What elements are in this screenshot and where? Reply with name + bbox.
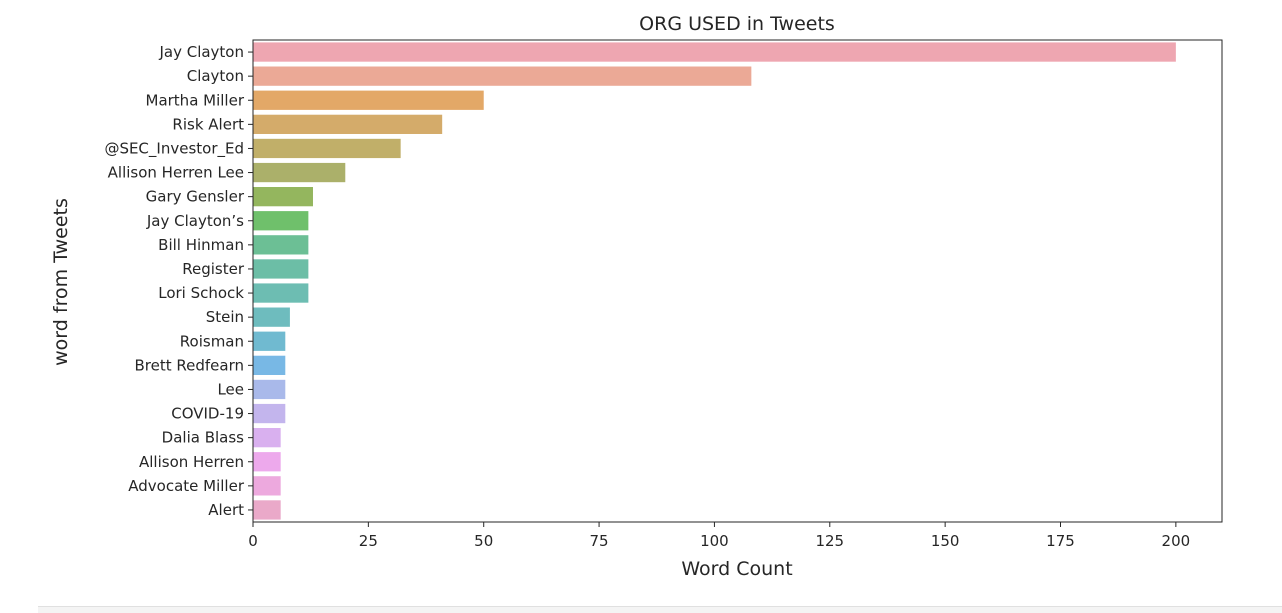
bar bbox=[253, 211, 309, 231]
x-axis-label: Word Count bbox=[681, 558, 792, 580]
bar bbox=[253, 403, 286, 424]
output-divider bbox=[38, 606, 1282, 613]
x-tick-label: 100 bbox=[700, 532, 729, 550]
y-tick-label: Gary Gensler bbox=[146, 188, 245, 206]
y-tick-label: Allison Herren Lee bbox=[108, 164, 244, 182]
bar bbox=[253, 379, 286, 400]
y-tick-label: Jay Clayton’s bbox=[146, 212, 244, 230]
y-tick-label: Register bbox=[182, 260, 245, 278]
y-tick-label: Brett Redfearn bbox=[135, 356, 245, 374]
x-tick-label: 175 bbox=[1046, 532, 1075, 550]
y-axis-ticks: Jay Clayton Clayton Martha Miller Risk Aler… bbox=[104, 43, 253, 519]
bar bbox=[253, 283, 309, 303]
bar bbox=[253, 42, 1176, 62]
bar bbox=[253, 235, 309, 255]
x-tick-label: 150 bbox=[931, 532, 960, 550]
y-tick-label: Bill Hinman bbox=[158, 236, 244, 254]
x-tick-label: 50 bbox=[474, 532, 493, 550]
bar bbox=[253, 452, 281, 472]
x-tick-label: 25 bbox=[359, 532, 378, 550]
bar bbox=[253, 162, 346, 183]
bar bbox=[253, 428, 281, 448]
bar bbox=[253, 90, 484, 110]
y-tick-label: Lori Schock bbox=[158, 284, 244, 302]
y-tick-label: Dalia Blass bbox=[162, 429, 245, 447]
y-axis-label: word from Tweets bbox=[50, 198, 72, 366]
x-tick-label: 125 bbox=[815, 532, 844, 550]
bar bbox=[253, 187, 313, 207]
bar bbox=[253, 66, 752, 86]
y-tick-label: Risk Alert bbox=[172, 115, 244, 133]
y-tick-label: Allison Herren bbox=[139, 453, 244, 471]
bar bbox=[253, 331, 286, 351]
x-tick-label: 200 bbox=[1162, 532, 1191, 550]
bars-group bbox=[253, 42, 1176, 520]
bar bbox=[253, 259, 309, 279]
x-tick-label: 0 bbox=[248, 532, 258, 550]
y-tick-label: Clayton bbox=[187, 67, 244, 85]
x-tick-label: 75 bbox=[590, 532, 609, 550]
y-tick-label: Alert bbox=[208, 501, 244, 519]
y-tick-label: @SEC_Investor_Ed bbox=[104, 139, 244, 158]
bar bbox=[253, 114, 443, 134]
y-tick-label: COVID-19 bbox=[171, 405, 244, 423]
bar bbox=[253, 355, 286, 375]
y-tick-label: Roisman bbox=[180, 332, 244, 350]
bar bbox=[253, 476, 281, 496]
y-tick-label: Stein bbox=[206, 308, 244, 326]
bar bbox=[253, 500, 281, 520]
x-axis-ticks: 0 25 50 75 100 125 150 175 200 bbox=[248, 522, 1190, 550]
y-tick-label: Advocate Miller bbox=[128, 477, 245, 495]
plot-frame bbox=[252, 39, 1223, 523]
bar bbox=[253, 138, 401, 159]
y-tick-label: Lee bbox=[217, 380, 244, 398]
y-tick-label: Jay Clayton bbox=[158, 43, 244, 61]
bar bbox=[253, 307, 290, 327]
chart-title: ORG USED in Tweets bbox=[639, 13, 835, 35]
y-tick-label: Martha Miller bbox=[146, 91, 245, 109]
